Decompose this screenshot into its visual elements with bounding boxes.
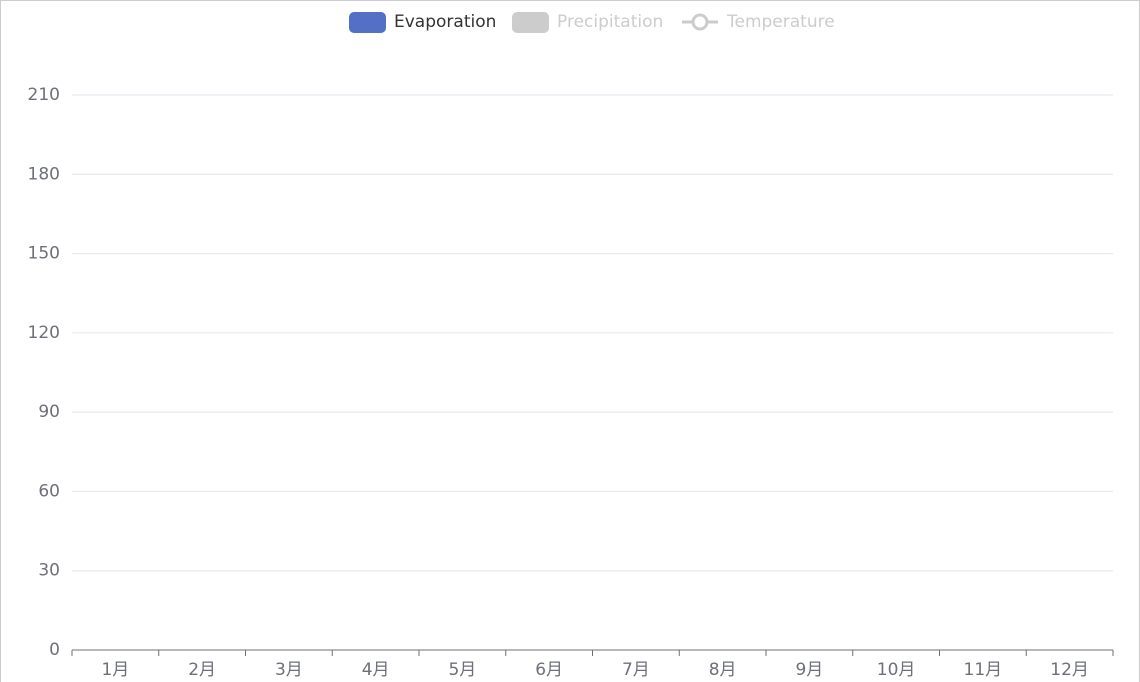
x-tick-label: 8月 [709, 660, 737, 680]
y-tick-label: 150 [28, 244, 60, 264]
x-tick-label: 9月 [795, 660, 823, 680]
legend-icon[interactable] [512, 12, 549, 33]
y-tick-label: 60 [38, 481, 60, 501]
y-tick-label: 210 [28, 85, 60, 105]
x-tick-label: 10月 [877, 660, 916, 680]
y-tick-label: 0 [49, 640, 60, 660]
x-tick-label: 5月 [448, 660, 476, 680]
legend-label[interactable]: Evaporation [394, 12, 496, 32]
x-tick-label: 7月 [622, 660, 650, 680]
legend-label[interactable]: Precipitation [557, 12, 663, 32]
x-tick-label: 6月 [535, 660, 563, 680]
x-tick-label: 1月 [101, 660, 129, 680]
y-tick-label: 120 [28, 323, 60, 343]
y-tick-label: 30 [38, 561, 60, 581]
legend-icon[interactable] [691, 13, 709, 31]
x-tick-label: 11月 [964, 660, 1003, 680]
legend-label[interactable]: Temperature [726, 12, 835, 32]
y-tick-label: 90 [38, 402, 60, 422]
x-tick-label: 3月 [275, 660, 303, 680]
x-tick-label: 12月 [1050, 660, 1089, 680]
y-tick-label: 180 [28, 164, 60, 184]
x-tick-label: 4月 [362, 660, 390, 680]
x-tick-label: 2月 [188, 660, 216, 680]
legend-icon[interactable] [349, 12, 386, 33]
